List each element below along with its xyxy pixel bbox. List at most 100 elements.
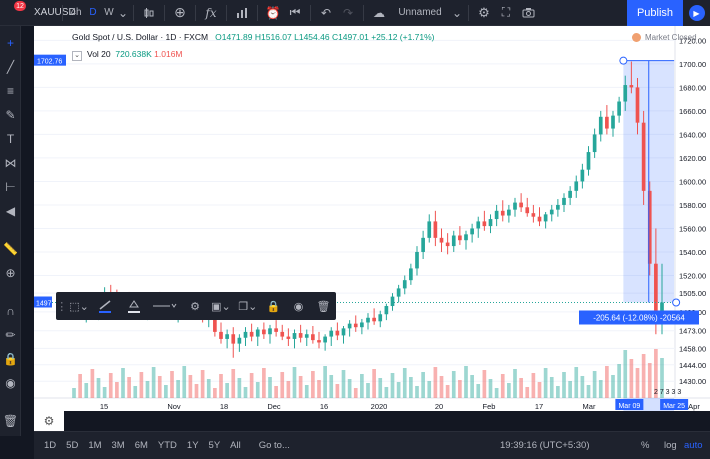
visibility-select-icon[interactable]: ▣⌄ — [211, 300, 231, 313]
text-icon[interactable]: T — [6, 132, 15, 146]
candle-body — [237, 337, 242, 344]
lock-icon[interactable]: 🔒 — [3, 352, 18, 366]
chart-canvas[interactable]: 1720.00 1700.00 1680.00 1660.00 1640.00 1620.… — [34, 26, 710, 411]
cloud-icon[interactable]: ☁ — [373, 5, 385, 20]
play-button[interactable]: ▶ — [683, 0, 710, 26]
goto-button[interactable]: Go to... — [258, 440, 290, 451]
ruler-icon[interactable]: 📏 — [3, 242, 18, 256]
range-5y[interactable]: 5Y — [208, 440, 221, 451]
alert-icon[interactable]: ⏰ — [265, 5, 281, 20]
prediction-icon[interactable]: ⊢ — [5, 180, 16, 194]
lock-icon[interactable]: 🔒 — [266, 300, 281, 313]
volume-bar — [317, 380, 321, 398]
volume-bar — [513, 369, 517, 398]
price-tick-label: 1520.00 — [679, 271, 706, 280]
trash-icon[interactable]: 🗑 — [2, 414, 19, 428]
magnet-icon[interactable]: ∩ — [6, 304, 15, 318]
time-tick-label: 17 — [535, 402, 543, 411]
arrow-left-icon[interactable]: ◀ — [5, 204, 16, 218]
indicators-icon[interactable]: fx — [205, 5, 217, 20]
percent-toggle[interactable]: % — [641, 440, 650, 451]
line-style-icon[interactable] — [148, 292, 183, 320]
volume-label: Vol 20 — [87, 49, 111, 59]
chart-pane[interactable]: 1720.00 1700.00 1680.00 1660.00 1640.00 1620.… — [34, 26, 710, 411]
volume-bar — [623, 350, 628, 398]
pattern-icon[interactable]: ⋈ — [4, 156, 17, 170]
lock-drawing-icon[interactable]: ✏ — [5, 328, 16, 342]
price-tick-label: 1540.00 — [679, 248, 706, 257]
candle-body — [378, 314, 383, 322]
volume-bar — [568, 381, 572, 398]
range-3m[interactable]: 3M — [111, 440, 125, 451]
crosshair-icon[interactable]: + — [6, 36, 14, 50]
volume-bar — [562, 372, 566, 398]
symbol-search[interactable]: XAUUSD — [34, 7, 76, 18]
candle-body — [580, 169, 585, 182]
volume-bar — [531, 373, 536, 398]
volume-bar — [139, 372, 144, 398]
replay-icon[interactable]: ⏮ — [289, 5, 301, 19]
candle-body — [635, 87, 640, 123]
volume-bar — [304, 385, 309, 398]
range-5d[interactable]: 5D — [66, 440, 79, 451]
layout-name[interactable]: Unnamed — [398, 7, 442, 18]
chevron-down-icon[interactable]: ⌄ — [72, 51, 82, 61]
line-color-icon[interactable] — [91, 292, 120, 320]
compare-icon[interactable]: ⊕ — [174, 4, 186, 20]
volume-bar — [194, 384, 199, 398]
divider — [257, 4, 258, 21]
templates-icon[interactable] — [231, 0, 253, 26]
top-toolbar: 12 XAUUSD 4h D W ⌄ ⊕ fx ⏰ ⏮ ↶ ↷ ☁ Unname… — [0, 0, 710, 26]
range-1y[interactable]: 1Y — [186, 440, 199, 451]
range-1m[interactable]: 1M — [88, 440, 102, 451]
eye-icon[interactable]: ◉ — [293, 300, 304, 313]
candle-body — [225, 334, 229, 339]
clock[interactable]: 19:39:16 (UTC+5:30) — [500, 440, 590, 451]
volume-bar — [543, 368, 548, 398]
interval-1d[interactable]: D — [89, 7, 97, 18]
template-select-icon[interactable]: ⬚⌄ — [69, 300, 89, 313]
current-price-tag — [34, 296, 52, 308]
measure-label-box — [579, 310, 699, 325]
volume-bar — [151, 367, 156, 398]
fullscreen-icon[interactable]: ⛶ — [501, 5, 511, 19]
gear-icon[interactable]: ⚙ — [478, 4, 490, 20]
drag-handle-icon[interactable]: ⋮ — [56, 300, 68, 313]
volume-bar — [494, 388, 499, 398]
chevron-down-icon[interactable]: ⌄ — [451, 5, 463, 20]
redo-icon[interactable]: ↷ — [342, 5, 354, 20]
candles-icon[interactable] — [138, 0, 160, 26]
gear-icon[interactable]: ⚙ — [190, 300, 200, 313]
interval-4h[interactable]: 4h — [70, 7, 82, 18]
fib-icon[interactable]: ≡ — [6, 84, 14, 98]
auto-toggle[interactable]: auto — [684, 440, 703, 451]
range-ytd[interactable]: YTD — [157, 440, 177, 451]
candle-body — [243, 331, 248, 338]
range-1d[interactable]: 1D — [44, 440, 57, 451]
trash-icon[interactable]: 🗑 — [316, 300, 331, 313]
undo-icon[interactable]: ↶ — [320, 5, 332, 20]
camera-icon[interactable] — [517, 0, 539, 26]
volume-bar — [78, 374, 82, 398]
eye-icon[interactable]: ◉ — [5, 376, 16, 390]
interval-1w[interactable]: W — [104, 7, 114, 18]
range-all[interactable]: All — [230, 440, 241, 451]
price-tick-label: 1430.00 — [679, 377, 706, 386]
candle-body — [421, 237, 425, 252]
candle-body — [592, 134, 597, 153]
publish-button[interactable]: Publish — [627, 0, 683, 26]
trend-line-icon[interactable]: ╱ — [6, 60, 15, 74]
volume-bar — [219, 374, 223, 398]
gear-icon[interactable]: ⚙ — [34, 411, 64, 431]
log-toggle[interactable]: log — [664, 440, 677, 451]
time-tick-label: Dec — [267, 402, 281, 411]
brush-icon[interactable]: ✎ — [5, 108, 16, 122]
candle-body — [568, 190, 572, 198]
price-tick-label: 1444.00 — [679, 361, 706, 370]
zoom-in-icon[interactable]: ⊕ — [5, 266, 16, 280]
notification-badge[interactable]: 12 — [14, 1, 26, 11]
range-6m[interactable]: 6M — [134, 440, 148, 451]
chevron-down-icon[interactable]: ⌄ — [117, 5, 129, 20]
fill-color-icon[interactable] — [119, 292, 148, 320]
clone-icon[interactable]: ❐⌄ — [238, 300, 258, 313]
